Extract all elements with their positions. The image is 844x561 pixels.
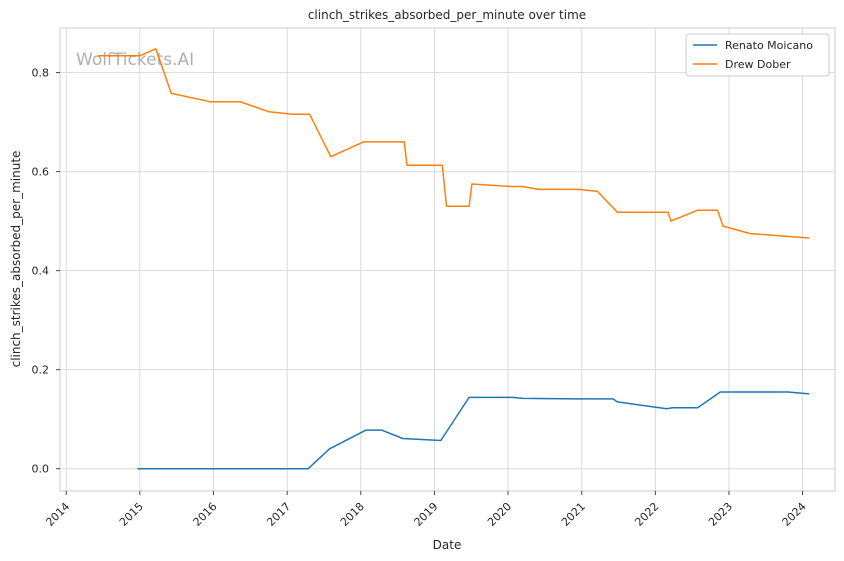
chart-title: clinch_strikes_absorbed_per_minute over …	[308, 8, 586, 22]
y-tick-label: 0.0	[32, 463, 50, 476]
watermark-text: WolfTickets.AI	[76, 50, 194, 70]
y-tick-label: 0.8	[32, 67, 50, 80]
legend-label: Renato Moicano	[725, 39, 813, 52]
y-tick-label: 0.2	[32, 364, 50, 377]
y-tick-label: 0.6	[32, 166, 50, 179]
legend-label: Drew Dober	[725, 58, 791, 71]
y-axis-ticks: 0.0 0.2 0.4 0.6 0.8	[32, 67, 60, 476]
plot-frame	[59, 27, 836, 492]
series-line-renato-moicano	[137, 391, 810, 470]
x-axis-title: Date	[433, 538, 462, 552]
y-axis-title: clinch_strikes_absorbed_per_minute	[9, 151, 23, 368]
legend: Renato Moicano Drew Dober	[685, 33, 830, 77]
series-lines	[97, 48, 810, 470]
legend-box	[685, 33, 830, 77]
y-tick-label: 0.4	[32, 265, 50, 278]
series-line-drew-dober	[97, 48, 810, 239]
